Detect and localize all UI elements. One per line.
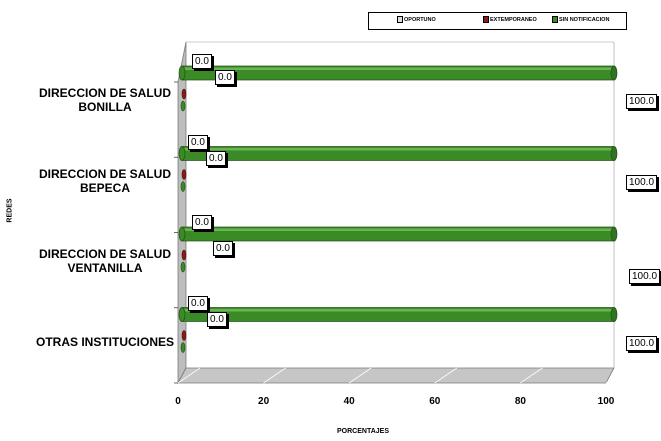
bar-oportuno-0 [181,101,185,111]
legend-item-extemporaneo: EXTEMPORANEO [483,16,537,23]
bar-extemporaneo-0 [182,89,186,99]
plot-floor [178,368,614,383]
category-label-line-2-0: DIRECCION DE SALUD [30,247,180,261]
bar-highlight-2 [182,229,614,232]
category-label-1: DIRECCION DE SALUD BEPECA [30,167,180,195]
bar-end-cap-3 [611,308,617,322]
legend-swatch-sin-notificacion [552,16,558,23]
data-label-sin-notificacion-1: 100.0 [626,175,657,190]
category-label-line-1-0: DIRECCION DE SALUD [30,167,180,181]
bar-oportuno-3 [181,343,185,353]
category-label-line-1-1: BEPECA [30,181,180,195]
x-tick-label-0: 0 [175,396,181,407]
x-tick-label-2: 40 [344,396,355,407]
data-label-extemporaneo-0: 0.0 [215,70,235,85]
bar-highlight-1 [182,148,614,151]
category-label-line-2-1: VENTANILLA [30,261,180,275]
bar-oportuno-2 [181,262,185,272]
x-tick-label-3: 60 [429,396,440,407]
data-label-extemporaneo-3: 0.0 [207,312,227,327]
bar-extemporaneo-1 [182,170,186,180]
x-tick-label-5: 100 [598,396,615,407]
category-label-3: OTRAS INSTITUCIONES [30,335,180,349]
bar-start-cap-0 [179,66,185,80]
data-label-extemporaneo-1: 0.0 [206,151,226,166]
data-label-oportuno-0: 0.0 [192,54,212,69]
legend: OPORTUNO EXTEMPORANEO SIN NOTIFICACION [368,12,627,30]
category-label-line-0-0: DIRECCION DE SALUD [30,86,180,100]
legend-label-sin-notificacion: SIN NOTIFICACION [559,17,609,23]
bar-start-cap-2 [179,227,185,241]
legend-swatch-extemporaneo [483,16,489,23]
category-label-0: DIRECCION DE SALUD BONILLA [30,86,180,114]
legend-item-sin-notificacion: SIN NOTIFICACION [552,16,609,23]
x-axis-title: PORCENTAJES [337,428,389,435]
legend-item-oportuno: OPORTUNO [397,16,436,23]
category-label-line-3-0: OTRAS INSTITUCIONES [30,335,180,349]
data-label-sin-notificacion-3: 100.0 [626,336,657,351]
bar-highlight-3 [182,309,614,312]
category-label-2: DIRECCION DE SALUD VENTANILLA [30,247,180,275]
legend-label-oportuno: OPORTUNO [404,17,436,23]
y-axis-title: REDES [7,198,14,222]
bar-end-cap-0 [611,66,617,80]
data-label-extemporaneo-2: 0.0 [213,241,233,256]
bar-start-cap-1 [179,147,185,161]
bar-start-cap-3 [179,308,185,322]
legend-label-extemporaneo: EXTEMPORANEO [490,17,537,23]
x-tick-label-1: 20 [258,396,269,407]
data-label-oportuno-3: 0.0 [188,296,208,311]
bar-extemporaneo-3 [182,331,186,341]
x-tick-label-4: 80 [515,396,526,407]
bar-end-cap-2 [611,227,617,241]
data-label-oportuno-2: 0.0 [192,215,212,230]
category-label-line-0-1: BONILLA [30,100,180,114]
data-label-sin-notificacion-2: 100.0 [629,269,660,284]
legend-swatch-oportuno [397,16,403,23]
bar-end-cap-1 [611,147,617,161]
data-label-oportuno-1: 0.0 [188,135,208,150]
bar-oportuno-1 [181,182,185,192]
bar-highlight-0 [182,68,614,71]
data-label-sin-notificacion-0: 100.0 [626,94,657,109]
bar-extemporaneo-2 [182,250,186,260]
